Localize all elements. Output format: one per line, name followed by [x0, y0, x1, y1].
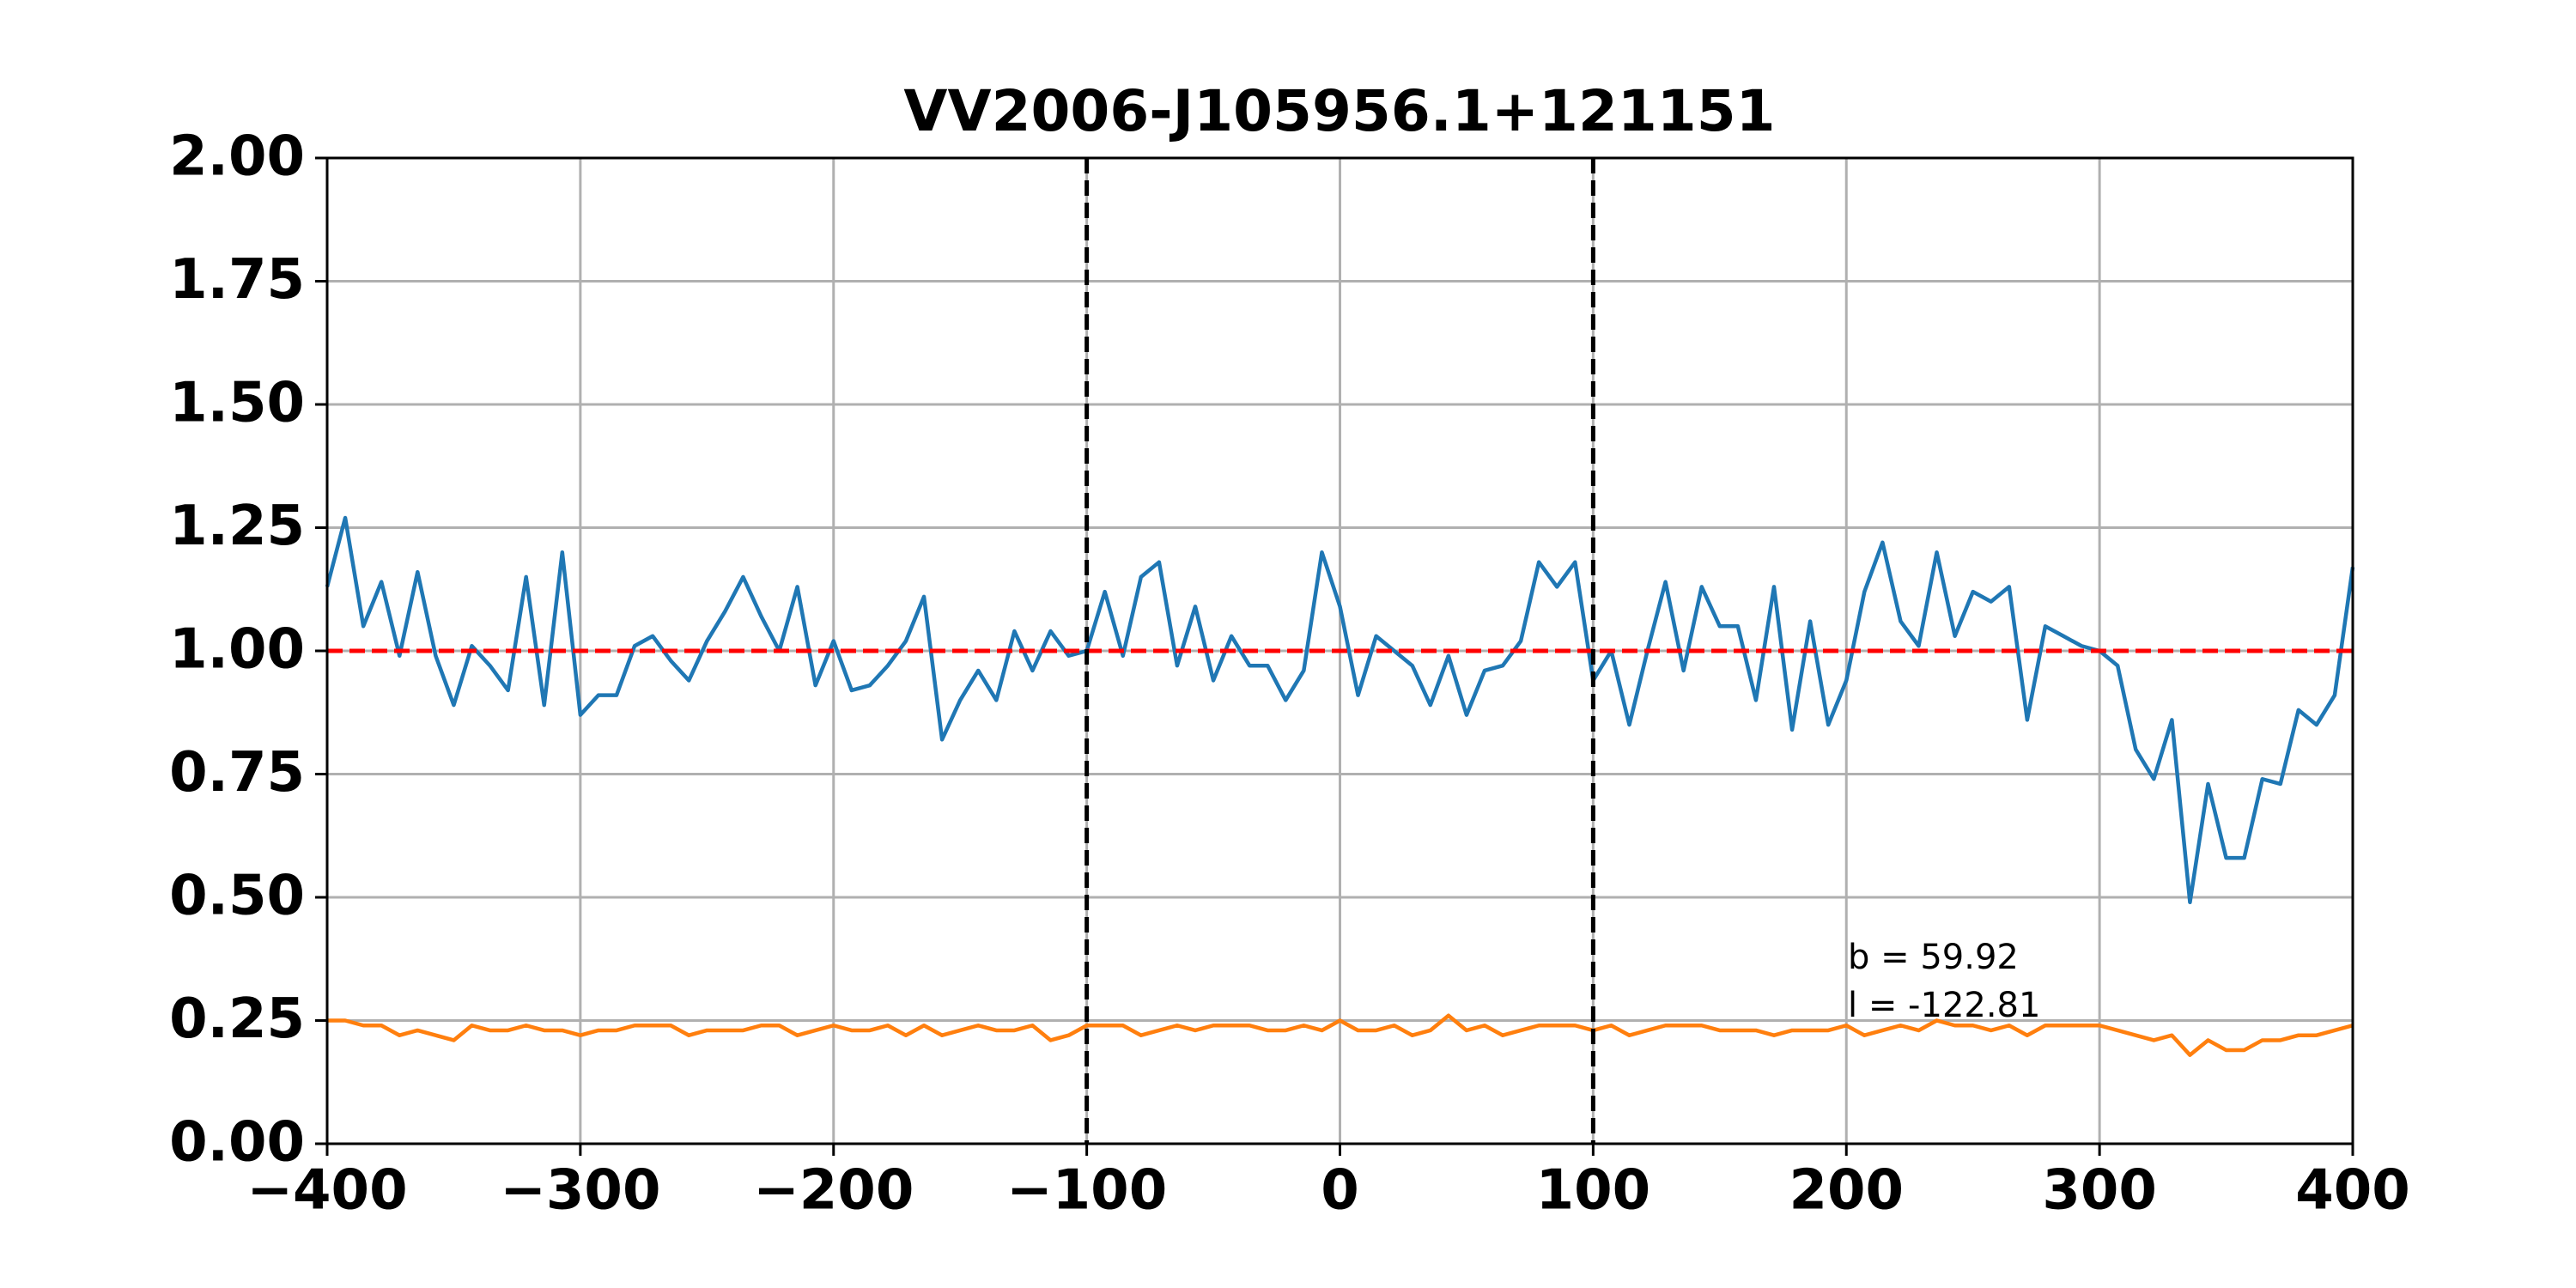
chart-title: VV2006-J105956.1+121151	[903, 78, 1775, 144]
plot-frame	[325, 156, 2354, 1145]
x-tick-label: 200	[1789, 1159, 1904, 1223]
y-tick-label: 1.25	[169, 495, 305, 558]
y-tick-label: 0.75	[169, 741, 305, 805]
y-tick-label: 1.50	[169, 372, 305, 435]
x-tick-label: 100	[1536, 1159, 1651, 1223]
y-tick-label: 0.50	[169, 865, 305, 928]
y-tick-label: 1.00	[169, 618, 305, 682]
x-tick-label: −200	[753, 1159, 914, 1223]
x-tick-label: −300	[500, 1159, 660, 1223]
x-tick-label: −100	[1006, 1159, 1167, 1223]
x-tick-label: −400	[246, 1159, 407, 1223]
y-tick-label: 2.00	[169, 125, 305, 189]
x-tick-label: 300	[2042, 1159, 2157, 1223]
x-tick-label: 0	[1321, 1159, 1359, 1223]
y-tick-label: 0.25	[169, 987, 305, 1051]
x-tick-label: 400	[2295, 1159, 2410, 1223]
annotation: b = 59.92	[1848, 938, 2019, 977]
series-line	[327, 1013, 2354, 1057]
y-tick-label: 1.75	[169, 248, 305, 312]
y-tick-label: 0.00	[169, 1111, 305, 1175]
annotation: l = -122.81	[1848, 986, 2040, 1025]
